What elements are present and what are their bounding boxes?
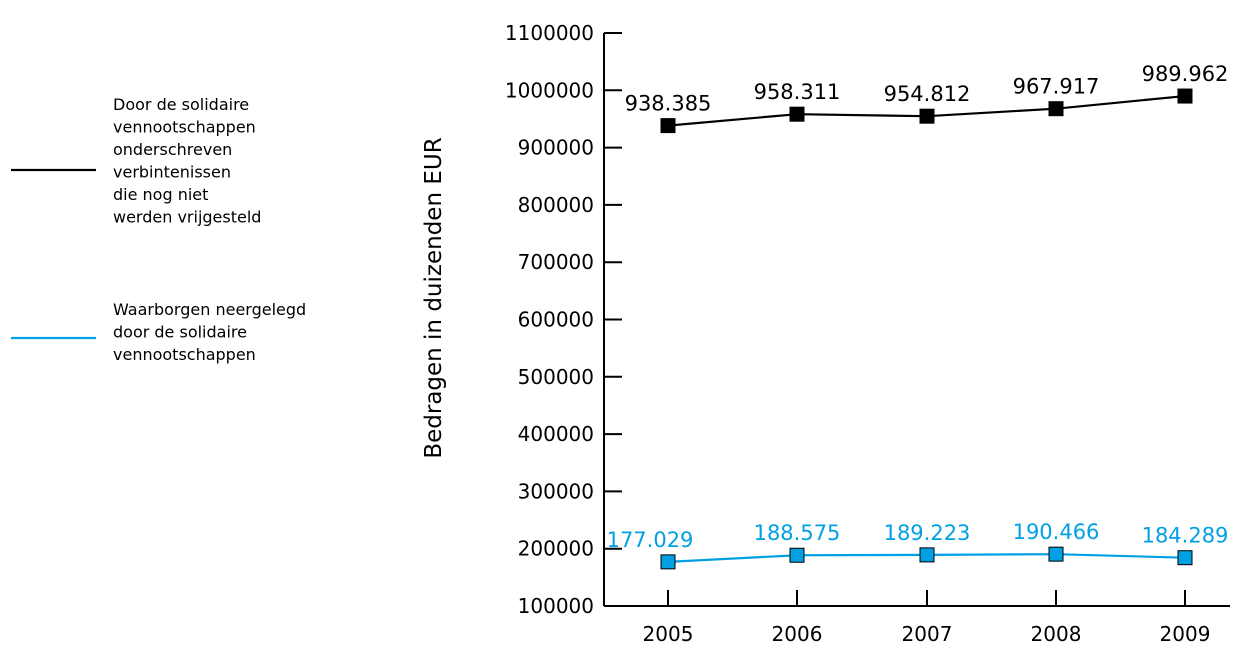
legend-entry-1: Door de solidaire vennootschappen ondersch… (11, 95, 261, 227)
legend-entry-2: Waarborgen neergelegd door de solidaire ve… (11, 300, 306, 364)
data-point-marker (660, 118, 676, 134)
series-1: 938.385 958.311 954.812 967.917 989.962 (625, 62, 1229, 134)
data-point-marker (789, 547, 805, 563)
y-tick-label: 700000 (518, 250, 594, 274)
y-tick-label: 600000 (518, 308, 594, 332)
data-point-marker (1048, 546, 1064, 562)
series-2: 177.029 188.575 189.223 190.466 184.289 (607, 520, 1229, 570)
data-point-marker (789, 106, 805, 122)
legend-label-line: vennootschappen (113, 118, 256, 137)
x-tick-label: 2009 (1160, 622, 1211, 645)
x-tick-label: 2007 (902, 622, 953, 645)
data-label: 189.223 (884, 521, 971, 545)
data-point-marker (660, 554, 676, 570)
y-tick-label: 400000 (518, 422, 594, 446)
y-tick-label: 900000 (518, 136, 594, 160)
y-tick-label: 100000 (518, 594, 594, 618)
data-label: 967.917 (1013, 75, 1100, 99)
data-label: 184.289 (1142, 524, 1229, 548)
data-label: 190.466 (1013, 520, 1100, 544)
legend-label-line: werden vrijgesteld (113, 208, 261, 227)
y-axis-title: Bedragen in duizenden EUR (421, 137, 447, 458)
y-tick-label: 500000 (518, 365, 594, 389)
data-label: 938.385 (625, 92, 712, 116)
y-tick-label: 200000 (518, 537, 594, 561)
legend-label-line: verbintenissen (113, 163, 231, 182)
data-point-marker (1048, 101, 1064, 117)
legend-label-line: die nog niet (113, 185, 208, 204)
series: 938.385 958.311 954.812 967.917 989.962 177.0… (607, 62, 1229, 570)
data-point-marker (1177, 88, 1193, 104)
data-point-marker (919, 108, 935, 124)
axes: 100000 200000 300000 400000 500000 600000 7000… (505, 21, 1230, 645)
data-point-marker (919, 547, 935, 563)
y-tick-label: 300000 (518, 479, 594, 503)
legend-label-line: Door de solidaire (113, 95, 249, 114)
y-tick-label: 1100000 (505, 21, 594, 45)
legend: Door de solidaire vennootschappen ondersch… (11, 95, 306, 364)
data-label: 958.311 (754, 80, 841, 104)
data-label: 989.962 (1142, 62, 1229, 86)
legend-label-line: vennootschappen (113, 345, 256, 364)
data-label: 954.812 (884, 82, 971, 106)
x-tick-label: 2008 (1031, 622, 1082, 645)
y-tick-label: 800000 (518, 193, 594, 217)
data-label: 177.029 (607, 528, 694, 552)
legend-label-line: onderschreven (113, 140, 232, 159)
x-tick-label: 2006 (772, 622, 823, 645)
legend-label-line: Waarborgen neergelegd (113, 300, 306, 319)
y-tick-label: 1000000 (505, 78, 594, 102)
data-point-marker (1177, 550, 1193, 566)
data-label: 188.575 (754, 521, 841, 545)
x-tick-label: 2005 (643, 622, 694, 645)
legend-label-line: door de solidaire (113, 323, 247, 342)
